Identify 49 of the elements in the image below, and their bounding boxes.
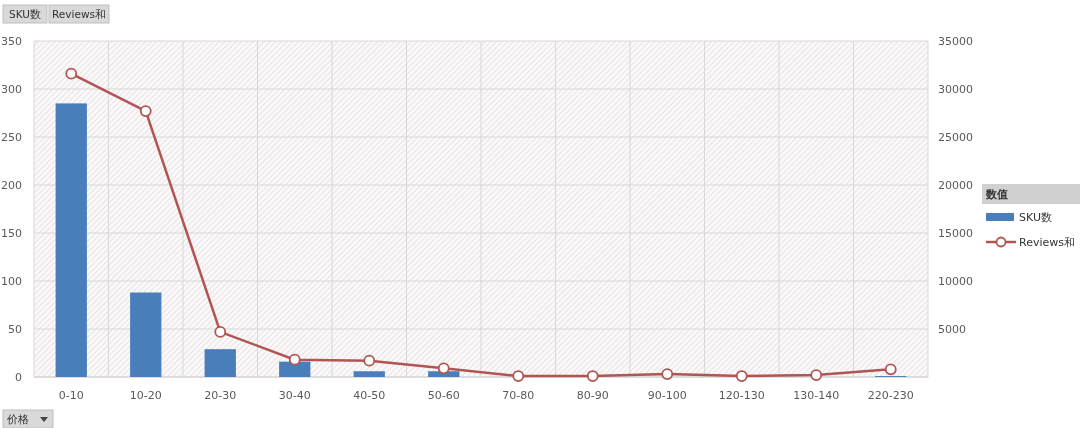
y2-tick-label: 20000 bbox=[938, 178, 973, 192]
y-tick-label: 150 bbox=[1, 226, 22, 240]
point bbox=[586, 370, 599, 382]
x-tick-label: 30-40 bbox=[278, 389, 311, 402]
bar bbox=[130, 292, 162, 377]
x-tick-label: 50-60 bbox=[427, 389, 460, 402]
legend-label: Reviews和 bbox=[1019, 235, 1075, 249]
point bbox=[512, 370, 525, 382]
y-tick-label: 200 bbox=[1, 178, 22, 192]
point bbox=[65, 67, 78, 80]
bar bbox=[204, 349, 236, 377]
text: 价格 bbox=[6, 413, 29, 425]
y2-tick-label: 15000 bbox=[938, 226, 973, 240]
x-tick-label: 220-230 bbox=[867, 389, 914, 402]
y2-tick-label: 30000 bbox=[938, 82, 973, 96]
legend-label: SKU数 bbox=[1019, 210, 1052, 224]
point bbox=[884, 363, 897, 376]
point bbox=[437, 362, 450, 375]
bar bbox=[353, 371, 385, 377]
point bbox=[363, 354, 376, 367]
bar bbox=[55, 103, 87, 377]
x-tick-label: 80-90 bbox=[576, 389, 609, 402]
text: SKU数 bbox=[9, 8, 41, 20]
y-tick-label: 50 bbox=[8, 322, 22, 336]
y2-tick-label: 10000 bbox=[938, 274, 973, 288]
y2-tick-label: 35000 bbox=[938, 34, 973, 48]
y-tick-label: 300 bbox=[1, 82, 22, 96]
x-tick-label: 0-10 bbox=[58, 389, 84, 402]
x-tick-label: 130-140 bbox=[793, 389, 840, 402]
y2-tick-label: 25000 bbox=[938, 130, 973, 144]
x-tick-label: 20-30 bbox=[204, 389, 237, 402]
y-tick-label: 100 bbox=[1, 274, 22, 288]
y2-tick-label: 5000 bbox=[938, 322, 966, 336]
x-tick-label: 40-50 bbox=[353, 389, 386, 402]
point bbox=[139, 105, 152, 117]
point bbox=[661, 368, 674, 381]
y-tick-label: 0 bbox=[15, 370, 22, 384]
x-tick-label: 120-130 bbox=[718, 389, 765, 402]
point bbox=[810, 369, 823, 381]
y-tick-label: 250 bbox=[1, 130, 22, 144]
x-tick-label: 90-100 bbox=[647, 389, 687, 402]
point bbox=[288, 353, 301, 366]
point bbox=[735, 370, 748, 382]
bar bbox=[279, 361, 311, 377]
x-tick-label: 10-20 bbox=[129, 389, 162, 402]
y-tick-label: 350 bbox=[1, 34, 22, 48]
point bbox=[214, 325, 227, 338]
legend-title: 数值 bbox=[985, 188, 1008, 201]
x-tick-label: 70-80 bbox=[502, 389, 535, 402]
